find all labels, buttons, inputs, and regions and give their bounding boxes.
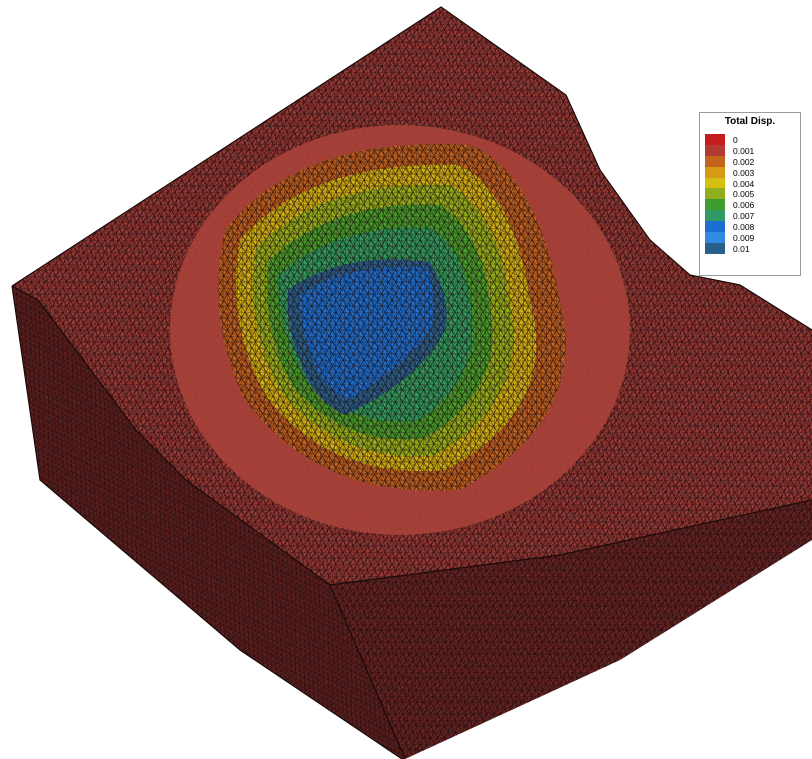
legend-label: 0	[733, 135, 738, 145]
legend-swatch	[705, 177, 725, 189]
legend-swatch	[705, 155, 725, 167]
legend-swatch	[705, 188, 725, 200]
legend-label: 0.009	[733, 233, 755, 244]
legend-title: Total Disp.	[724, 116, 776, 127]
legend-swatch	[705, 134, 725, 145]
legend-label: 0.004	[733, 178, 755, 189]
legend-label: 0.005	[733, 189, 755, 200]
legend-label: 0.002	[733, 156, 755, 167]
legend-label: 0.01	[733, 243, 750, 254]
legend-swatch	[705, 166, 725, 178]
legend-swatch	[705, 144, 725, 156]
mesh-outline	[11, 6, 812, 759]
legend-swatch	[705, 232, 725, 243]
legend-swatch	[705, 199, 725, 211]
legend: Total Disp. 0 0.001 0.002 0.003 0.004 0.…	[699, 112, 801, 276]
legend-swatch	[705, 210, 725, 222]
legend-swatch	[705, 242, 725, 254]
legend-swatch	[705, 221, 725, 233]
legend-label: 0.001	[733, 145, 755, 156]
legend-label: 0.008	[733, 222, 755, 233]
displacement-contour-bowl	[170, 125, 630, 535]
mesh-left-face	[12, 286, 405, 759]
legend-label: 0.007	[733, 211, 755, 222]
legend-label: 0.003	[733, 167, 755, 178]
legend-label: 0.006	[733, 200, 755, 211]
mesh-right-face	[330, 500, 812, 759]
